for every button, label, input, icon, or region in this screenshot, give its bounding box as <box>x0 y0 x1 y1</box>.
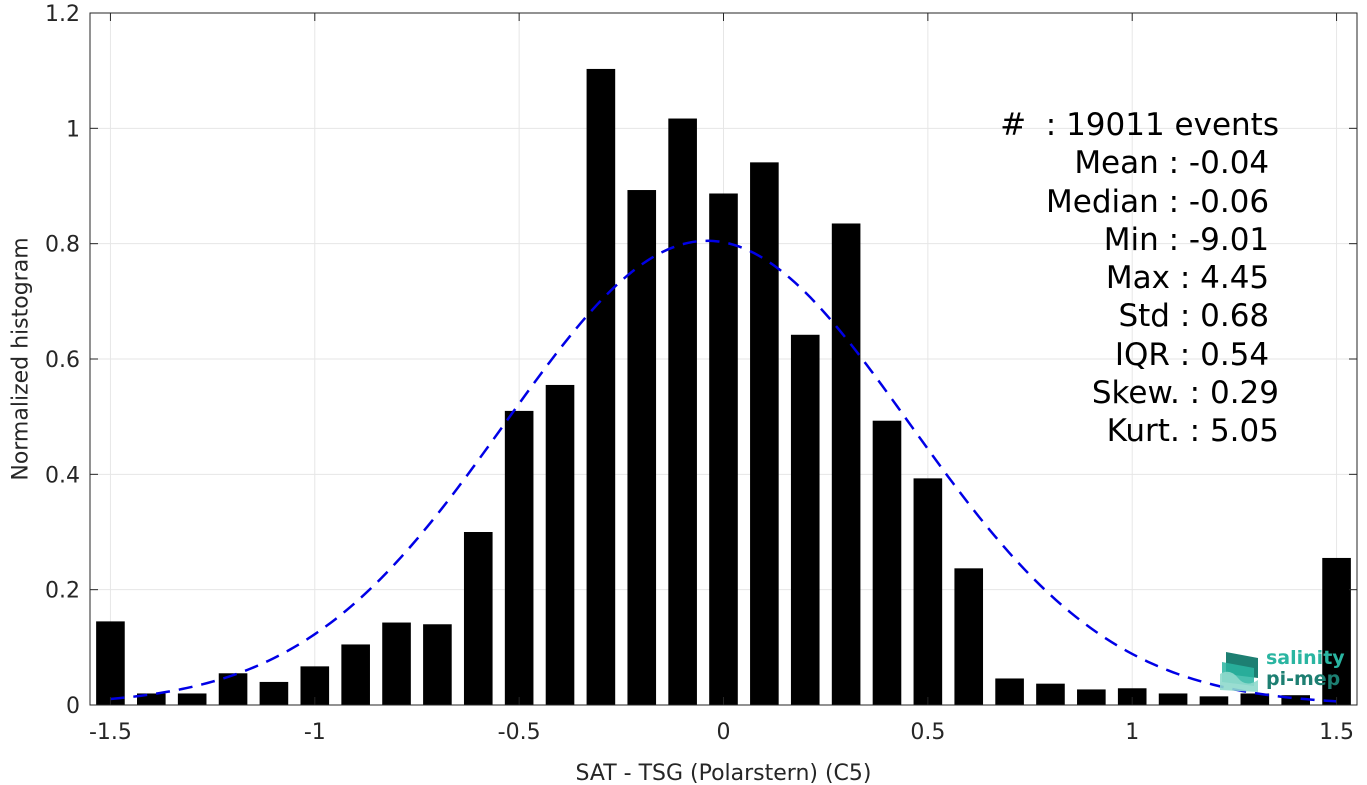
stats-line: IQR : 0.54 <box>1114 336 1279 373</box>
histogram-bar <box>259 681 289 705</box>
stats-line: Mean : -0.04 <box>1074 145 1279 182</box>
histogram-bar <box>504 410 534 705</box>
histogram-bar <box>463 532 493 705</box>
histogram-bar <box>1158 693 1188 705</box>
bars <box>96 68 1351 706</box>
histogram-bar <box>586 68 616 706</box>
y-tick-label: 0.4 <box>45 463 80 488</box>
histogram-bar <box>1117 688 1147 705</box>
logo-text: salinity pi-mep <box>1266 648 1345 690</box>
stats-line: Median : -0.06 <box>1046 183 1279 220</box>
histogram-bar <box>954 568 984 705</box>
histogram-bar <box>627 190 657 705</box>
histogram-bar <box>913 478 943 705</box>
histogram-bar <box>995 678 1024 705</box>
x-tick-label: -0.5 <box>498 720 541 745</box>
x-tick-label: -1 <box>304 720 326 745</box>
histogram-bar <box>831 223 861 705</box>
histogram-bar <box>872 420 902 705</box>
x-tick-label: -1.5 <box>89 720 132 745</box>
histogram-bar <box>1240 693 1270 705</box>
stats-line: Max : 4.45 <box>1105 260 1279 297</box>
x-tick-label: 1 <box>1125 720 1139 745</box>
y-tick-label: 0.8 <box>45 233 80 258</box>
salinity-pi-mep-logo: salinity pi-mep <box>1218 648 1348 694</box>
histogram-bar <box>709 193 738 705</box>
histogram-bar <box>423 624 452 705</box>
histogram-bar <box>1199 696 1229 705</box>
y-tick-label: 0.2 <box>45 579 80 604</box>
x-axis-label: SAT - TSG (Polarstern) (C5) <box>575 761 871 785</box>
logo-wave-icon <box>1220 652 1258 692</box>
y-axis-label: Normalized histogram <box>9 237 34 480</box>
histogram-bar <box>1322 557 1351 705</box>
y-tick-label: 0.6 <box>45 348 80 373</box>
logo-line-2: pi-mep <box>1266 668 1341 690</box>
x-tick-label: 0 <box>717 720 731 745</box>
histogram-bar <box>177 693 207 705</box>
histogram-bar <box>96 621 125 705</box>
histogram-bar <box>382 622 411 705</box>
histogram-bar <box>1281 695 1310 705</box>
axis-ticks: -1.5 -1 -0.5 0 0.5 1 1.5 0 0.2 0.4 0.6 0.8 1 1.2 <box>45 2 1357 745</box>
histogram-bar <box>218 673 248 705</box>
stats-line: Std : 0.68 <box>1118 298 1279 335</box>
histogram-bar <box>137 693 166 705</box>
x-tick-label: 1.5 <box>1319 720 1354 745</box>
stats-line: Skew. : 0.29 <box>1091 375 1279 412</box>
logo-line-1: salinity <box>1266 647 1345 669</box>
gaussian-fit-line <box>110 239 1337 703</box>
x-tick-label: 0.5 <box>910 720 945 745</box>
histogram-bar <box>668 118 697 705</box>
stats-line: Kurt. : 5.05 <box>1106 413 1279 450</box>
histogram-bar <box>750 162 779 705</box>
histogram-bar <box>1077 689 1106 705</box>
y-tick-label: 1 <box>66 117 80 142</box>
histogram-bar <box>1036 683 1065 705</box>
histogram-bar <box>341 644 370 705</box>
y-tick-label: 0 <box>66 694 80 719</box>
histogram-bar <box>790 334 820 705</box>
y-tick-label: 1.2 <box>45 2 80 27</box>
statistics-box: # : 19011 events Mean : -0.04 Median : -0… <box>1000 106 1279 451</box>
stats-line: # : 19011 events <box>1000 107 1279 143</box>
histogram-bar <box>545 384 575 705</box>
stats-line: Min : -9.01 <box>1103 221 1279 258</box>
